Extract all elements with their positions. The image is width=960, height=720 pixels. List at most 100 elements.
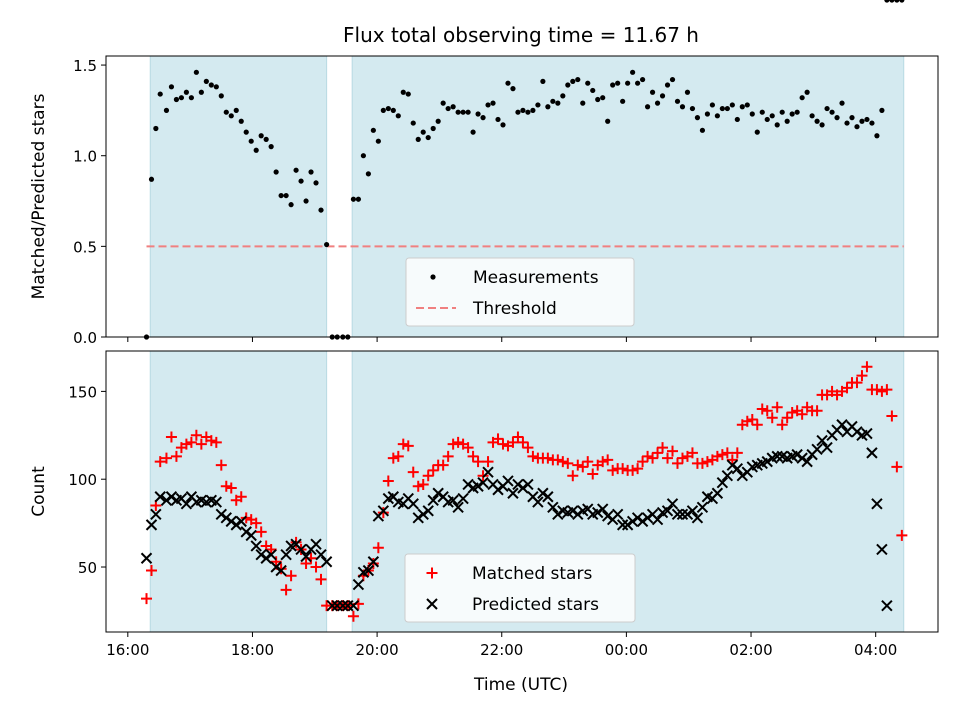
data-point (173, 96, 180, 103)
predicted-point (771, 450, 783, 463)
data-point (288, 202, 294, 208)
matched-point (647, 452, 659, 464)
legend-label: Predicted stars (472, 595, 599, 615)
predicted-point (347, 599, 360, 612)
predicted-point (377, 505, 390, 517)
predicted-point (796, 452, 808, 464)
matched-point (871, 384, 883, 396)
data-point (213, 84, 219, 90)
data-point (674, 98, 681, 104)
data-point (268, 144, 274, 150)
matched-point (552, 454, 564, 466)
data-point (839, 100, 845, 106)
data-point (784, 118, 790, 124)
predicted-point (250, 540, 262, 552)
matched-point (442, 450, 454, 462)
data-point (679, 104, 686, 110)
data-point (530, 107, 536, 113)
matched-point (290, 536, 302, 548)
matched-point (881, 384, 893, 396)
matched-point (300, 558, 312, 570)
matched-point (876, 385, 888, 397)
predicted-point (881, 599, 893, 612)
predicted-point (255, 549, 267, 561)
predicted-point (816, 434, 828, 447)
predicted-point (507, 487, 519, 499)
matched-point (577, 461, 589, 473)
data-point (829, 109, 835, 115)
data-point (420, 129, 426, 135)
x-tick-label: 22:00 (480, 641, 523, 659)
data-point (664, 82, 671, 88)
matched-point (185, 436, 197, 448)
data-point (193, 69, 199, 75)
data-point (789, 111, 795, 117)
data-point (163, 107, 170, 113)
matched-point (170, 450, 182, 462)
predicted-point (876, 543, 888, 556)
predicted-point (165, 491, 178, 503)
data-point (490, 100, 496, 106)
matched-point (462, 442, 474, 454)
predicted-point (220, 512, 232, 524)
data-point (370, 127, 376, 133)
data-point (580, 100, 586, 106)
predicted-point (210, 496, 223, 508)
predicted-point (522, 478, 534, 491)
data-point (625, 80, 631, 86)
predicted-point (661, 505, 674, 517)
data-point (450, 104, 456, 110)
predicted-point (160, 494, 173, 506)
data-point (273, 169, 279, 175)
data-point (283, 192, 289, 199)
data-point (759, 109, 765, 115)
data-point (380, 107, 386, 113)
data-point (684, 89, 691, 95)
predicted-point (295, 543, 307, 556)
data-point (620, 98, 626, 104)
matched-point (627, 464, 639, 476)
matched-point (841, 382, 853, 394)
series-matched-stars (141, 361, 908, 622)
predicted-point (686, 505, 699, 517)
predicted-point (265, 549, 277, 561)
data-point (480, 115, 486, 121)
predicted-point (542, 491, 554, 503)
data-point (605, 118, 611, 124)
shaded-interval (149, 350, 328, 633)
matched-point (392, 450, 404, 462)
y-tick-label: 0.5 (73, 238, 97, 256)
predicted-point (180, 498, 193, 510)
matched-point (686, 447, 698, 459)
matched-point (711, 450, 723, 462)
predicted-point (407, 498, 419, 510)
predicted-point (731, 462, 744, 475)
series-measurements (143, 0, 905, 340)
predicted-point (736, 469, 749, 482)
matched-point (195, 438, 207, 450)
legend-label: Matched stars (472, 564, 592, 584)
data-point (739, 104, 745, 110)
data-point (233, 107, 239, 113)
data-point (779, 109, 785, 115)
matched-point (497, 438, 509, 450)
x-tick-label: 00:00 (605, 641, 648, 659)
matched-point (190, 429, 202, 441)
predicted-point (145, 519, 158, 531)
data-point (769, 113, 775, 119)
data-point (520, 107, 526, 113)
predicted-point (666, 498, 679, 510)
predicted-point (352, 578, 365, 591)
matched-point (527, 450, 539, 462)
matched-point (235, 491, 247, 503)
legend-label: Threshold (472, 299, 557, 319)
predicted-point (552, 508, 564, 521)
matched-point (756, 403, 768, 415)
data-point (570, 78, 576, 84)
data-point (794, 109, 800, 115)
data-point (610, 82, 616, 88)
data-point (157, 91, 163, 97)
matched-point (721, 447, 733, 459)
y-tick-label: 0.0 (73, 329, 97, 347)
data-point (649, 89, 656, 95)
